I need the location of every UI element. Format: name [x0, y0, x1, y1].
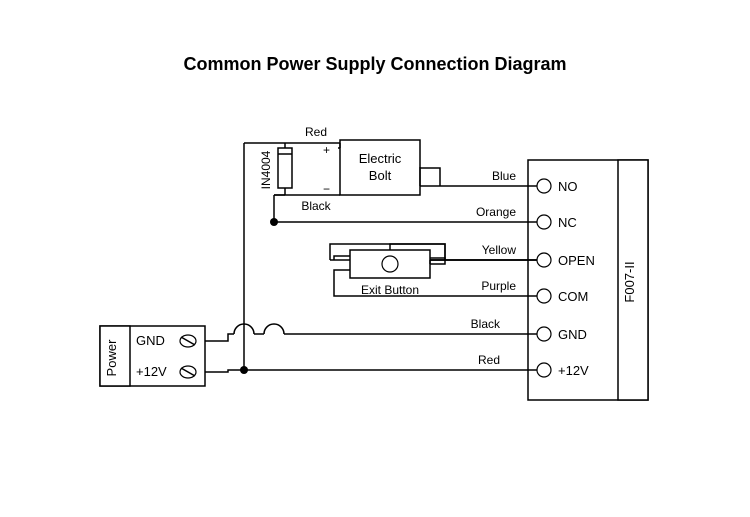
power-12v-label: +12V [136, 364, 167, 379]
controller-pin-com: COM [537, 289, 588, 304]
power-block: Power GND +12V [100, 326, 205, 386]
controller-block: F007-II NO NC OPEN COM GND +12V [528, 160, 648, 400]
controller-label: F007-II [622, 261, 637, 302]
svg-text:+12V: +12V [558, 363, 589, 378]
bolt-plus: + [323, 143, 330, 157]
wire-blue-label: Blue [492, 169, 516, 183]
wire-black-label: Black [471, 317, 501, 331]
diagram-title: Common Power Supply Connection Diagram [183, 54, 566, 74]
wire-orange-label: Orange [476, 205, 516, 219]
wire-purple-label: Purple [481, 279, 516, 293]
bolt-label-line2: Bolt [369, 168, 392, 183]
bolt-minus: − [323, 182, 330, 196]
svg-text:NC: NC [558, 215, 577, 230]
controller-pin-gnd: GND [537, 327, 587, 342]
exit-button-block: Exit Button [350, 250, 430, 297]
wire-yellow-label: Yellow [482, 243, 517, 257]
svg-text:COM: COM [558, 289, 588, 304]
svg-text:OPEN: OPEN [558, 253, 595, 268]
diode-label: IN4004 [259, 150, 273, 189]
controller-pin-12v: +12V [537, 363, 589, 378]
bolt-black-label: Black [301, 199, 331, 213]
wire-no: Blue [420, 167, 537, 186]
diode-in4004: IN4004 [259, 148, 292, 189]
svg-text:GND: GND [558, 327, 587, 342]
exit-button-label: Exit Button [361, 283, 419, 297]
svg-text:NO: NO [558, 179, 578, 194]
bolt-label-line1: Electric [359, 151, 402, 166]
power-gnd-label: GND [136, 333, 165, 348]
wire-red-label: Red [478, 353, 500, 367]
controller-pin-open: OPEN [537, 253, 595, 268]
controller-pin-no: NO [537, 179, 578, 194]
junction-12v-branch [240, 366, 248, 374]
power-label: Power [104, 339, 119, 377]
bolt-red-label: Red [305, 125, 327, 139]
electric-bolt-block: Electric Bolt + − Red Black [301, 125, 420, 213]
wire-gnd-actual: Black [205, 317, 537, 341]
diagram-canvas: Common Power Supply Connection Diagram P… [0, 0, 750, 517]
